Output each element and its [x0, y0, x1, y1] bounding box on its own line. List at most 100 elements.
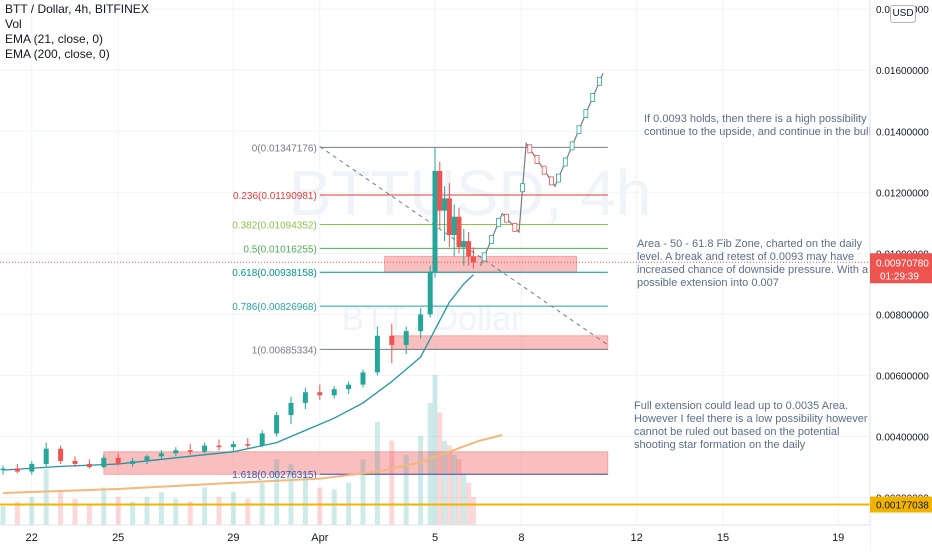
- projection-candle: [488, 235, 494, 245]
- volume-bar: [360, 459, 366, 525]
- candle-body[interactable]: [470, 256, 476, 263]
- candle-body[interactable]: [29, 463, 35, 472]
- time-tick-label: 5: [432, 532, 438, 544]
- candle-body[interactable]: [403, 331, 409, 345]
- price-axis[interactable]: 0.002000000.004000000.006000000.00800000…: [869, 0, 932, 550]
- candle-body[interactable]: [144, 456, 150, 461]
- candle-body[interactable]: [259, 433, 265, 446]
- candle-body[interactable]: [317, 392, 323, 396]
- volume-bar: [101, 487, 107, 525]
- time-axis[interactable]: 22 25 29 Apr 5 8 12 15 19: [0, 524, 870, 550]
- candles[interactable]: [0, 147, 476, 475]
- volume-bar: [14, 501, 20, 525]
- candle-body[interactable]: [173, 450, 179, 454]
- volume-bar: [115, 496, 121, 525]
- projection-candle: [527, 144, 533, 154]
- fib-retracement[interactable]: 0(0.01347176) 0.236(0.01190981) 0.382(0.01…: [232, 143, 609, 481]
- projection-candle: [541, 165, 547, 175]
- watermark-ticker: BTTUSD, 4h: [289, 157, 652, 229]
- projection-candle: [503, 213, 509, 223]
- candle-body[interactable]: [456, 216, 462, 248]
- last-price-badge[interactable]: [870, 253, 932, 284]
- time-tick-label: 12: [630, 532, 642, 544]
- candle-body[interactable]: [427, 271, 433, 315]
- projection-candle: [496, 217, 502, 227]
- projection-candle: [534, 155, 540, 164]
- candle-body[interactable]: [115, 457, 121, 464]
- volume-bar: [144, 496, 150, 525]
- projection-candle: [481, 252, 487, 262]
- volume-bar: [187, 501, 193, 525]
- candle-body[interactable]: [245, 444, 251, 446]
- time-tick-label: 22: [26, 532, 38, 544]
- candle-body[interactable]: [331, 389, 337, 396]
- legend-ema200: EMA (200, close, 0): [5, 47, 110, 61]
- price-tick-label: 0.00600000: [876, 371, 929, 382]
- candle-body[interactable]: [43, 448, 49, 464]
- projection-candle: [556, 173, 561, 183]
- volume-bar: [274, 459, 280, 525]
- volume-bar: [437, 412, 443, 525]
- annotations: If 0.0093 holds, then there is a high po…: [634, 113, 906, 451]
- annotation-text: increased chance of downside pressure. W…: [637, 264, 869, 276]
- candle-body[interactable]: [432, 170, 438, 272]
- candle-body[interactable]: [130, 460, 136, 464]
- volume-bar: [86, 504, 92, 525]
- candle-body[interactable]: [101, 457, 107, 468]
- time-tick-label: Apr: [311, 532, 328, 544]
- volume-bar: [470, 496, 476, 525]
- volume-bar: [288, 464, 294, 525]
- volume-bar: [418, 435, 424, 525]
- candle-body[interactable]: [374, 335, 380, 373]
- candle-body[interactable]: [451, 216, 457, 236]
- zone-rect: [391, 335, 609, 350]
- candle-body[interactable]: [14, 468, 20, 472]
- volume-bar: [451, 454, 457, 525]
- candle-body[interactable]: [466, 241, 472, 257]
- legend-ema21: EMA (21, close, 0): [5, 32, 104, 46]
- level-badge[interactable]: [870, 496, 932, 513]
- volume-bar: [442, 440, 448, 525]
- fib-label: 1(0.00685334): [252, 345, 317, 356]
- candle-body[interactable]: [230, 444, 236, 448]
- volume-bar: [446, 445, 452, 525]
- candle-body[interactable]: [216, 445, 222, 448]
- candle-body[interactable]: [437, 170, 443, 211]
- time-tick-label: 8: [518, 532, 524, 544]
- projection-candle: [597, 76, 602, 86]
- candle-body[interactable]: [274, 415, 280, 434]
- legend: BTT / Dollar, 4h, BITFINEX Vol EMA (21, …: [5, 2, 149, 62]
- candle-body[interactable]: [202, 445, 208, 452]
- annotation-text: If 0.0093 holds, then there is a high po…: [644, 113, 906, 125]
- volume-bar: [403, 454, 409, 525]
- ema21-line: [2, 274, 474, 471]
- candle-body[interactable]: [446, 198, 452, 236]
- candle-body[interactable]: [418, 314, 424, 332]
- candle-body[interactable]: [346, 384, 352, 390]
- currency-button[interactable]: USD: [890, 5, 916, 23]
- candle-body[interactable]: [72, 460, 78, 464]
- ema200-path: [2, 434, 503, 494]
- volume-bar: [245, 498, 251, 525]
- candle-body[interactable]: [442, 198, 448, 211]
- candle-body[interactable]: [389, 335, 395, 345]
- volume-bar: [456, 459, 462, 525]
- fib-label: 0.786(0.00826968): [232, 302, 317, 313]
- candle-body[interactable]: [86, 463, 92, 468]
- candle-body[interactable]: [360, 372, 366, 385]
- candle-body[interactable]: [0, 468, 6, 471]
- candle-body[interactable]: [288, 402, 294, 416]
- horizontal-level[interactable]: [0, 261, 870, 506]
- projection-candle: [520, 183, 525, 193]
- fib-label: 0.5(0.01016255): [243, 244, 316, 255]
- candle-body[interactable]: [158, 453, 164, 457]
- time-tick-label: 19: [832, 532, 844, 544]
- candle-body[interactable]: [461, 241, 467, 248]
- candle-body[interactable]: [187, 450, 193, 452]
- volume-bar: [58, 492, 64, 525]
- candle-body[interactable]: [58, 448, 64, 461]
- candle-body[interactable]: [302, 392, 308, 403]
- level-label: 0.00177038: [876, 501, 929, 512]
